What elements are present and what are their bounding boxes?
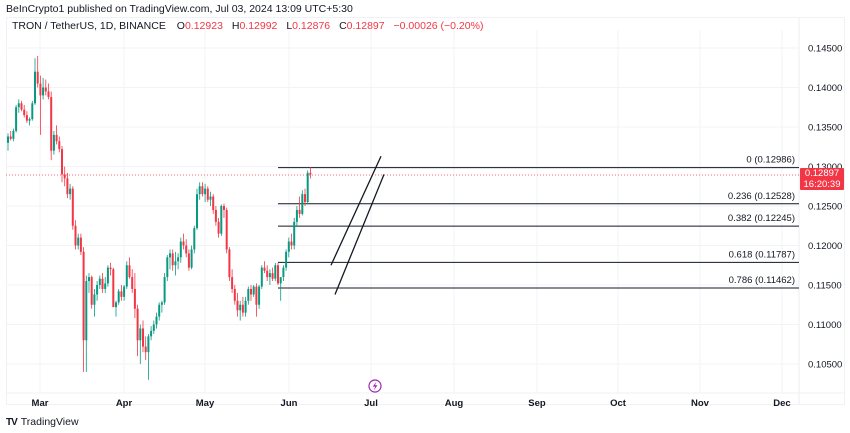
symbol-legend: TRON / TetherUS, 1D, BINANCE O0.12923 H0…	[12, 20, 489, 32]
fib-level-label: 0.786 (0.11462)	[729, 275, 795, 286]
bar-countdown: 16:20:39	[803, 179, 841, 190]
price-tick: 0.13500	[808, 123, 842, 134]
channel-line[interactable]	[330, 155, 382, 266]
price-tick: 0.11500	[808, 281, 842, 292]
price-tick: 0.14000	[808, 83, 842, 94]
price-axis[interactable]: 0.14500 0.14000 0.13500 0.13000 0.12500 0.120…	[808, 44, 842, 371]
tradingview-brand[interactable]: TradingView	[20, 416, 79, 428]
time-tick: Oct	[610, 398, 627, 409]
lightning-event-icon[interactable]	[368, 379, 382, 393]
time-axis[interactable]: Mar Apr May Jun Jul Aug Sep Oct Nov Dec	[32, 398, 791, 409]
close-value: 0.12897	[346, 20, 385, 32]
time-tick: May	[196, 398, 215, 409]
candles	[7, 55, 312, 380]
chart-frame	[6, 17, 845, 405]
time-tick: Sep	[528, 398, 546, 409]
footer: TV TradingView	[6, 416, 79, 428]
trend-channel[interactable]	[330, 155, 385, 295]
fib-level-label: 0 (0.12986)	[746, 155, 795, 166]
time-tick: Aug	[445, 398, 464, 409]
open-value: 0.12923	[184, 20, 223, 32]
price-tick: 0.12000	[808, 241, 842, 252]
fib-level-label: 0.236 (0.12528)	[728, 191, 795, 202]
price-tick: 0.13000	[808, 162, 842, 173]
time-tick: Jul	[364, 398, 378, 409]
symbol-title[interactable]: TRON / TetherUS, 1D, BINANCE	[12, 20, 166, 32]
time-tick: Dec	[773, 398, 790, 409]
fib-level-label: 0.382 (0.12245)	[728, 213, 795, 224]
publisher-caption: BeInCrypto1 published on TradingView.com…	[6, 3, 353, 15]
open-label: O	[176, 20, 185, 32]
price-tick: 0.10500	[808, 360, 842, 371]
last-price-badge: 0.12897 16:20:39	[800, 168, 844, 190]
fibonacci-retracement[interactable]: 0 (0.12986) 0.236 (0.12528) 0.382 (0.12245…	[278, 155, 799, 289]
tradingview-logo-icon[interactable]: TV	[6, 416, 18, 428]
time-tick: Mar	[32, 398, 49, 409]
fib-level-label: 0.618 (0.11787)	[729, 249, 795, 260]
change-value: −0.00026 (−0.20%)	[393, 20, 484, 32]
low-value: 0.12876	[292, 20, 331, 32]
price-tick: 0.14500	[808, 44, 842, 55]
channel-line[interactable]	[334, 174, 385, 295]
high-label: H	[231, 20, 240, 32]
price-tick: 0.11000	[808, 320, 842, 331]
grid-lines	[7, 18, 845, 404]
close-label: C	[339, 20, 347, 32]
last-price-value: 0.12897	[804, 168, 840, 179]
time-tick: Nov	[691, 398, 710, 409]
price-tick: 0.12500	[808, 202, 842, 213]
time-tick: Apr	[116, 398, 133, 409]
low-label: L	[286, 20, 293, 32]
high-value: 0.12992	[239, 20, 278, 32]
time-tick: Jun	[281, 398, 298, 409]
